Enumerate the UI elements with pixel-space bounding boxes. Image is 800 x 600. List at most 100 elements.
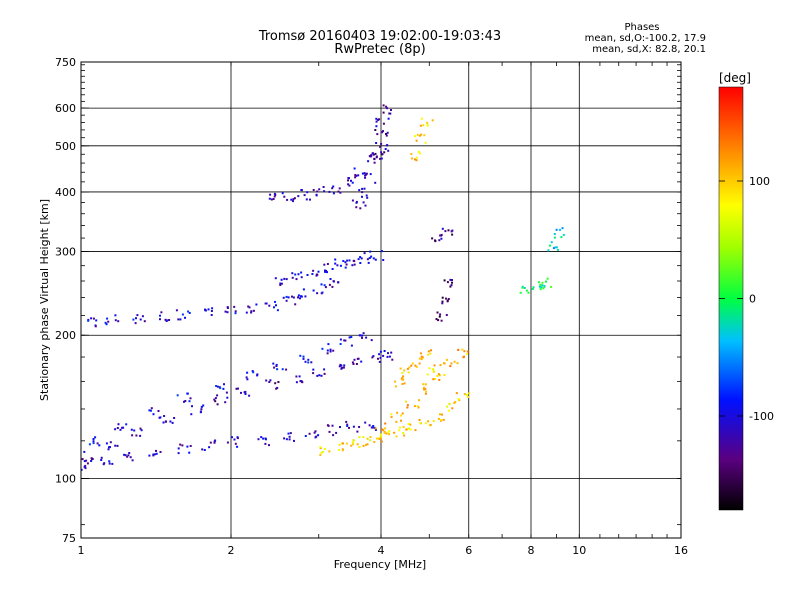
data-point (106, 317, 109, 320)
data-point (300, 295, 303, 298)
data-point (384, 427, 387, 430)
data-point (288, 435, 291, 438)
data-point (353, 167, 356, 170)
data-point (268, 381, 271, 383)
data-point (340, 364, 343, 367)
chart-title: Tromsø 20160403 19:02:00-19:03:43 (258, 29, 501, 44)
data-point (416, 133, 419, 136)
data-point (365, 172, 368, 175)
data-point (315, 194, 318, 197)
data-point (401, 371, 404, 374)
data-point (87, 319, 90, 322)
data-point (88, 443, 91, 446)
data-point (160, 311, 163, 314)
data-point (400, 378, 403, 381)
data-point (398, 429, 401, 432)
data-point (226, 311, 229, 314)
data-point (432, 420, 435, 422)
data-point (351, 264, 354, 267)
data-point (466, 353, 469, 355)
data-point (409, 423, 412, 426)
data-point (395, 420, 398, 423)
data-point (365, 194, 368, 197)
data-point (280, 282, 283, 285)
data-point (90, 460, 93, 462)
data-point (320, 292, 323, 295)
data-point (109, 441, 112, 444)
data-point (134, 322, 137, 325)
data-point (443, 362, 446, 365)
data-point (360, 360, 363, 363)
x-tick-label: 6 (465, 544, 472, 557)
data-point (225, 391, 228, 394)
data-point (378, 438, 381, 440)
y-tick-label: 200 (55, 329, 76, 342)
data-point (164, 420, 167, 423)
data-point (252, 371, 255, 374)
data-point (409, 428, 412, 431)
data-point (354, 176, 357, 179)
data-point (136, 314, 139, 317)
data-point (262, 437, 265, 440)
data-point (219, 387, 222, 390)
data-point (338, 449, 340, 451)
data-point (298, 375, 301, 378)
data-point (332, 192, 335, 195)
data-point (468, 392, 471, 395)
data-point (387, 431, 390, 434)
data-point (223, 383, 225, 386)
data-point (312, 372, 315, 375)
data-point (316, 190, 319, 193)
data-point (428, 367, 431, 370)
data-point (422, 124, 425, 127)
data-point (234, 310, 237, 313)
data-point (555, 246, 558, 249)
data-point (84, 467, 87, 470)
data-point (542, 287, 545, 290)
data-point (250, 311, 253, 314)
data-point (350, 336, 353, 338)
data-point (402, 426, 405, 428)
data-point (414, 158, 416, 161)
data-point (438, 239, 441, 242)
data-point (295, 381, 298, 384)
data-point (226, 307, 229, 309)
data-point (399, 367, 402, 370)
data-point (236, 445, 239, 448)
data-point (438, 378, 441, 381)
data-point (440, 419, 443, 421)
data-point (384, 148, 387, 150)
data-point (383, 430, 386, 433)
data-point (157, 410, 160, 412)
data-point (173, 417, 176, 419)
data-point (360, 257, 363, 260)
data-point (450, 284, 453, 287)
data-point (100, 459, 103, 461)
y-tick-label: 75 (62, 532, 76, 545)
data-point (77, 463, 79, 465)
data-point (379, 356, 382, 359)
data-point (419, 152, 421, 155)
data-point (326, 271, 328, 274)
data-point (334, 258, 337, 261)
data-point (441, 227, 444, 230)
data-point (361, 195, 363, 198)
data-point (315, 273, 318, 276)
data-point (439, 364, 442, 367)
data-point (375, 155, 378, 158)
data-point (234, 442, 237, 445)
data-point (226, 441, 229, 444)
data-point (396, 411, 399, 414)
data-point (158, 416, 161, 419)
data-point (256, 374, 259, 377)
data-point (400, 419, 402, 422)
data-point (317, 434, 320, 437)
data-point (152, 454, 155, 457)
data-point (394, 380, 397, 383)
data-point (92, 317, 95, 320)
data-point (347, 179, 349, 182)
data-point (553, 233, 556, 235)
data-point (85, 459, 88, 462)
data-point (371, 356, 374, 359)
data-point (332, 349, 335, 352)
